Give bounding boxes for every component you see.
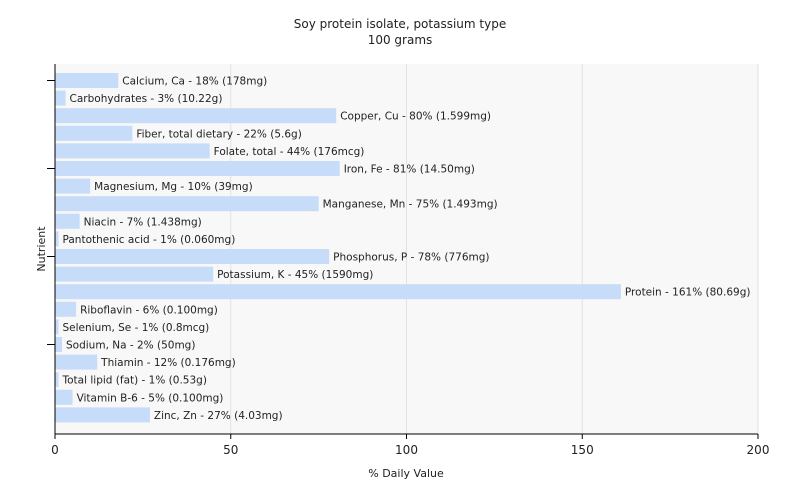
- bar: [55, 90, 66, 106]
- bar-label: Vitamin B-6 - 5% (0.100mg): [77, 392, 224, 404]
- bar-label: Potassium, K - 45% (1590mg): [217, 269, 373, 281]
- bar: [55, 108, 337, 124]
- bar-label: Manganese, Mn - 75% (1.493mg): [323, 199, 498, 211]
- bar: [55, 178, 91, 194]
- x-tick-label: 150: [571, 443, 594, 457]
- bar-label: Thiamin - 12% (0.176mg): [100, 357, 236, 369]
- y-axis-title: Nutrient: [35, 226, 48, 272]
- bar: [55, 301, 77, 317]
- x-tick-label: 0: [51, 443, 59, 457]
- bar-label: Iron, Fe - 81% (14.50mg): [344, 164, 475, 176]
- bar: [55, 354, 98, 370]
- chart-subtitle: 100 grams: [368, 33, 433, 47]
- bar-labels-group: Calcium, Ca - 18% (178mg) Carbohydrates -…: [62, 76, 751, 422]
- bar-label: Selenium, Se - 1% (0.8mcg): [63, 322, 210, 334]
- bar: [55, 337, 63, 352]
- bar: [55, 407, 150, 423]
- bar-label: Calcium, Ca - 18% (178mg): [122, 76, 267, 88]
- bar-label: Copper, Cu - 80% (1.599mg): [340, 111, 491, 123]
- bar: [55, 73, 119, 88]
- chart-title: Soy protein isolate, potassium type: [294, 17, 506, 31]
- bar-label: Phosphorus, P - 78% (776mg): [333, 252, 489, 264]
- grid-lines: [230, 64, 759, 434]
- bar-label: Protein - 161% (80.69g): [625, 287, 751, 299]
- bar: [55, 231, 59, 247]
- bar-label: Riboflavin - 6% (0.100mg): [80, 304, 218, 316]
- x-tick-label: 100: [395, 443, 418, 457]
- bar: [55, 266, 214, 282]
- bar-label: Sodium, Na - 2% (50mg): [66, 340, 195, 352]
- bar-label: Folate, total - 44% (176mcg): [214, 146, 365, 158]
- bar-label: Zinc, Zn - 27% (4.03mg): [154, 410, 283, 422]
- bar: [55, 196, 319, 212]
- x-axis-title: % Daily Value: [368, 467, 444, 480]
- bar-label: Niacin - 7% (1.438mg): [84, 216, 202, 228]
- bar-label: Fiber, total dietary - 22% (5.6g): [136, 128, 301, 140]
- bar: [55, 213, 80, 229]
- bar: [55, 143, 210, 159]
- bar: [55, 284, 621, 300]
- bar-label: Total lipid (fat) - 1% (0.53g): [62, 375, 207, 387]
- x-tick-label: 50: [223, 443, 238, 457]
- bar: [55, 125, 133, 141]
- bar: [55, 389, 73, 405]
- bar: [55, 319, 59, 335]
- bar: [55, 249, 330, 264]
- bar: [55, 372, 59, 388]
- y-axis-ticks: [47, 80, 55, 345]
- bar-label: Magnesium, Mg - 10% (39mg): [94, 181, 253, 193]
- x-tick-label: 200: [747, 443, 770, 457]
- x-axis-ticks: 0 50 100 150 200: [51, 434, 769, 457]
- bar: [55, 161, 340, 176]
- bar-label: Carbohydrates - 3% (10.22g): [70, 93, 223, 105]
- bar-label: Pantothenic acid - 1% (0.060mg): [63, 234, 236, 246]
- bars-group: [55, 73, 621, 423]
